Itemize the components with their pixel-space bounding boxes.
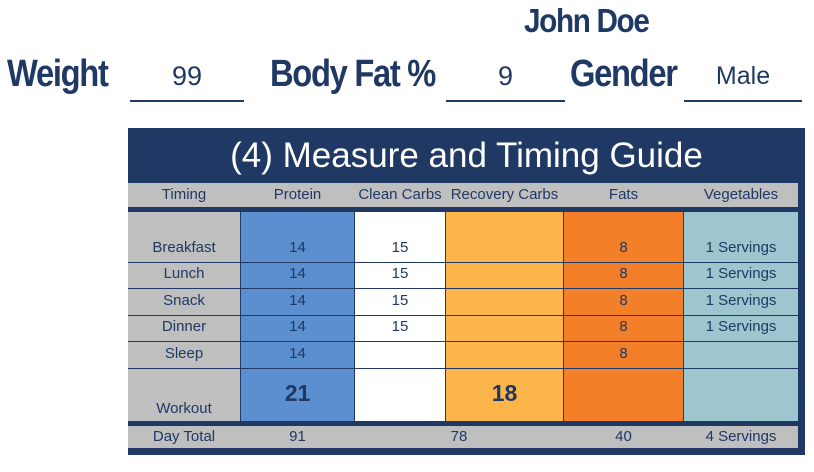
gender-label: Gender	[570, 53, 678, 95]
cell-breakfast-timing: Breakfast	[152, 239, 216, 256]
cell-lunch-vegetables: 1 Servings	[705, 265, 777, 282]
cell-snack-clean-carbs: 15	[391, 292, 409, 309]
gender-field[interactable]: Male	[684, 52, 802, 102]
day-total-vegetables: 4 Servings	[705, 428, 777, 445]
cell-breakfast-fats: 8	[619, 239, 628, 256]
column-bg-fats	[564, 212, 683, 421]
column-header-fats: Fats	[608, 186, 639, 203]
weight-label: Weight	[7, 53, 109, 95]
column-header-timing: Timing	[161, 186, 207, 203]
weight-field[interactable]: 99	[130, 52, 244, 102]
row-separator	[128, 262, 805, 263]
column-bg-clean-carbs	[355, 212, 445, 421]
column-header-row	[128, 183, 798, 207]
measure-timing-guide: (4) Measure and Timing Guide Timing Prote…	[128, 128, 805, 455]
cell-breakfast-vegetables: 1 Servings	[705, 239, 777, 256]
cell-dinner-clean-carbs: 15	[391, 318, 409, 335]
cell-snack-vegetables: 1 Servings	[705, 292, 777, 309]
row-separator	[128, 341, 805, 342]
column-bg-vegetables	[684, 212, 798, 421]
day-total-protein: 91	[289, 428, 306, 445]
cell-sleep-timing: Sleep	[164, 345, 204, 362]
day-total-label: Day Total	[152, 428, 216, 445]
row-separator	[128, 315, 805, 316]
guide-title: (4) Measure and Timing Guide	[230, 136, 703, 175]
cell-breakfast-protein: 14	[289, 239, 306, 256]
column-bg-timing	[128, 212, 240, 421]
cell-breakfast-clean-carbs: 15	[391, 239, 409, 256]
cell-dinner-fats: 8	[619, 318, 628, 335]
cell-snack-timing: Snack	[163, 292, 205, 309]
column-header-clean-carbs: Clean Carbs	[358, 186, 442, 203]
cell-lunch-clean-carbs: 15	[391, 265, 409, 282]
cell-lunch-protein: 14	[289, 265, 306, 282]
column-header-protein: Protein	[273, 186, 322, 203]
day-total-row	[128, 426, 798, 448]
row-separator	[128, 288, 805, 289]
column-bg-recovery-carbs	[446, 212, 563, 421]
column-bg-protein	[241, 212, 354, 421]
cell-snack-protein: 14	[289, 292, 306, 309]
cell-workout-recovery-carbs: 18	[491, 380, 518, 406]
cell-lunch-fats: 8	[619, 265, 628, 282]
cell-sleep-fats: 8	[619, 345, 628, 362]
column-header-recovery-carbs: Recovery Carbs	[450, 186, 559, 203]
column-header-vegetables: Vegetables	[703, 186, 779, 203]
body-fat-label: Body Fat %	[270, 53, 436, 95]
row-separator	[128, 368, 805, 369]
cell-snack-fats: 8	[619, 292, 628, 309]
cell-sleep-protein: 14	[289, 345, 306, 362]
user-name: John Doe	[524, 2, 650, 39]
cell-dinner-protein: 14	[289, 318, 306, 335]
day-total-fats: 40	[615, 428, 632, 445]
body-fat-field[interactable]: 9	[446, 52, 565, 102]
cell-lunch-timing: Lunch	[163, 265, 205, 282]
cell-workout-protein: 21	[284, 380, 311, 406]
cell-workout-timing: Workout	[156, 400, 212, 417]
cell-dinner-vegetables: 1 Servings	[705, 318, 777, 335]
cell-dinner-timing: Dinner	[161, 318, 207, 335]
day-total-carbs: 78	[450, 428, 468, 445]
